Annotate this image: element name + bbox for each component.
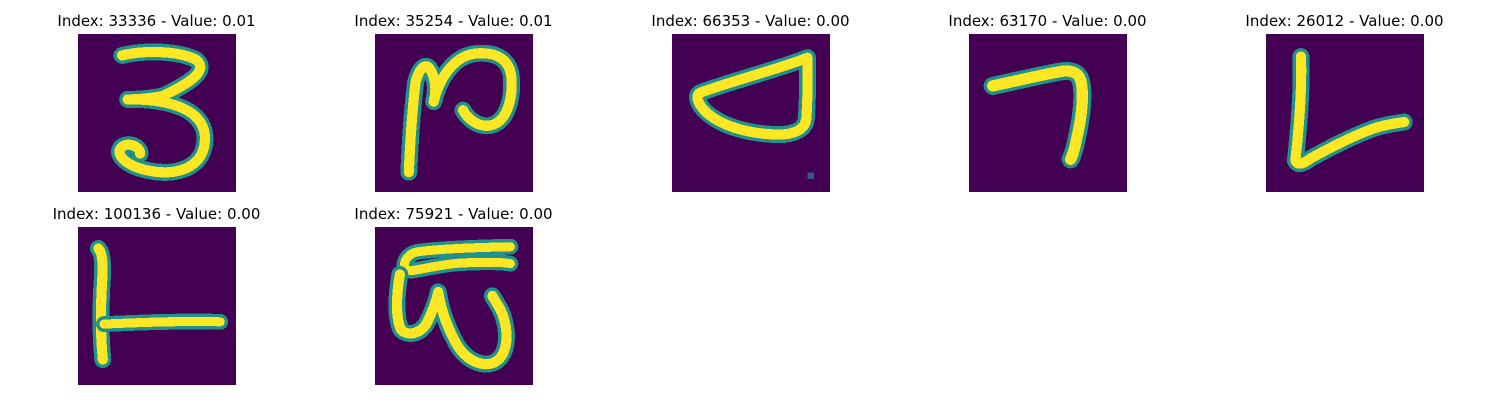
image-panel: Index: 35254 - Value: 0.01	[305, 12, 602, 197]
image-panel: Index: 100136 - Value: 0.00	[8, 205, 305, 390]
image-panel: Index: 75921 - Value: 0.00	[305, 205, 602, 390]
panel-title: Index: 100136 - Value: 0.00	[52, 205, 261, 223]
image-panel: Index: 26012 - Value: 0.00	[1196, 12, 1493, 197]
panel-title: Index: 63170 - Value: 0.00	[948, 12, 1147, 30]
digit-image	[77, 34, 236, 192]
digit-image	[77, 227, 236, 385]
image-panel: Index: 63170 - Value: 0.00	[899, 12, 1196, 197]
image-panel: Index: 33336 - Value: 0.01	[8, 12, 305, 197]
panel-title: Index: 66353 - Value: 0.00	[651, 12, 850, 30]
panel-title: Index: 75921 - Value: 0.00	[354, 205, 553, 223]
digit-image	[374, 34, 533, 192]
digit-image	[968, 34, 1127, 192]
digit-image	[671, 34, 830, 192]
digit-image	[374, 227, 533, 385]
digit-image	[1265, 34, 1424, 192]
panel-title: Index: 35254 - Value: 0.01	[354, 12, 553, 30]
panel-title: Index: 33336 - Value: 0.01	[57, 12, 256, 30]
panel-title: Index: 26012 - Value: 0.00	[1245, 12, 1444, 30]
image-panel: Index: 66353 - Value: 0.00	[602, 12, 899, 197]
